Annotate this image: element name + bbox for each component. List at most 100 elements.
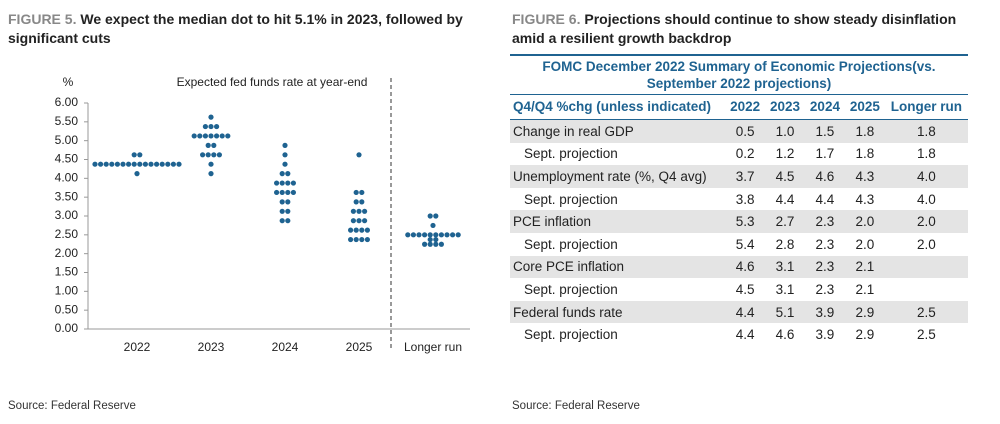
dot bbox=[208, 133, 214, 139]
dot bbox=[191, 133, 197, 139]
y-tick-label: 5.50 bbox=[55, 114, 79, 128]
dot bbox=[282, 161, 288, 167]
dot bbox=[444, 232, 450, 238]
table-cell: 1.2 bbox=[775, 146, 795, 162]
row-label: Federal funds rate bbox=[510, 300, 726, 324]
table-row: Unemployment rate (%, Q4 avg) 3.7 4.5 4.6 4.… bbox=[510, 165, 968, 188]
dot bbox=[359, 236, 365, 243]
table-cell: 4.4 bbox=[735, 327, 755, 343]
dot bbox=[359, 189, 365, 196]
dot bbox=[433, 232, 439, 238]
dot bbox=[131, 161, 137, 167]
dot bbox=[353, 199, 359, 205]
dot bbox=[274, 189, 280, 196]
dot bbox=[208, 161, 214, 167]
dot bbox=[348, 227, 354, 233]
dot bbox=[211, 152, 217, 158]
dot bbox=[348, 236, 354, 243]
dot bbox=[285, 218, 291, 224]
table-cell: 4.0 bbox=[917, 191, 936, 207]
x-tick-label: 2023 bbox=[198, 340, 225, 354]
dot bbox=[165, 161, 171, 167]
dot bbox=[154, 161, 160, 167]
dot bbox=[92, 161, 98, 167]
dot bbox=[438, 241, 444, 247]
dot bbox=[282, 142, 288, 148]
table-cell bbox=[885, 278, 968, 301]
dot bbox=[214, 123, 220, 130]
dot bbox=[356, 218, 362, 224]
table-cell: 3.9 bbox=[815, 327, 835, 343]
column-header: 2025 bbox=[844, 94, 885, 120]
table-cell: 5.1 bbox=[765, 300, 805, 324]
table-cell: 1.8 bbox=[855, 146, 875, 162]
column-header: 2023 bbox=[765, 94, 805, 120]
dot bbox=[455, 232, 461, 238]
dot bbox=[282, 152, 288, 158]
figure-title: FIGURE 5. We expect the median dot to hi… bbox=[8, 10, 493, 48]
table-cell: 4.3 bbox=[855, 191, 875, 207]
dot bbox=[430, 222, 436, 229]
row-label: Sept. projection bbox=[524, 146, 618, 162]
dot bbox=[285, 199, 291, 205]
dot bbox=[427, 232, 433, 238]
column-header: Longer run bbox=[884, 94, 968, 120]
dot bbox=[285, 171, 291, 177]
dot bbox=[427, 236, 433, 243]
dot bbox=[219, 133, 225, 139]
table-cell: 4.6 bbox=[804, 165, 845, 188]
dot bbox=[202, 133, 208, 139]
dot bbox=[350, 218, 356, 224]
dot bbox=[359, 227, 365, 233]
y-tick-label: 2.00 bbox=[55, 246, 79, 260]
dot bbox=[353, 227, 359, 233]
column-header: Q4/Q4 %chg (unless indicated) bbox=[510, 94, 726, 120]
y-tick-label: 2.50 bbox=[55, 227, 79, 241]
column-header: 2024 bbox=[804, 94, 845, 120]
table-row: Sept. projection 4.5 3.1 2.3 2.1 bbox=[510, 278, 968, 301]
y-tick-label: 5.00 bbox=[55, 133, 79, 147]
dot bbox=[422, 241, 428, 247]
dot bbox=[120, 161, 126, 167]
table-cell: 2.0 bbox=[855, 236, 875, 252]
chart-subtitle: Expected fed funds rate at year-end bbox=[177, 75, 368, 89]
dot bbox=[433, 213, 439, 219]
table-cell: 4.4 bbox=[725, 300, 766, 324]
y-tick-label: 6.00 bbox=[55, 95, 79, 109]
figure-heading: Projections should continue to show stea… bbox=[512, 11, 957, 46]
dot bbox=[359, 199, 365, 205]
dot bbox=[126, 161, 132, 167]
y-tick-label: 3.50 bbox=[55, 189, 79, 203]
dot bbox=[279, 171, 285, 177]
table-row: Federal funds rate 4.4 5.1 3.9 2.9 2.5 bbox=[510, 300, 968, 324]
table-cell: 2.0 bbox=[917, 236, 936, 252]
dot bbox=[159, 161, 165, 167]
x-tick-label: Longer run bbox=[404, 340, 462, 354]
table-row: Sept. projection 0.2 1.2 1.7 1.8 1.8 bbox=[510, 143, 968, 166]
row-label: Sept. projection bbox=[524, 281, 618, 297]
table-cell: 3.9 bbox=[804, 300, 845, 324]
dot bbox=[148, 161, 154, 167]
dot bbox=[211, 142, 217, 148]
y-tick-label: 1.00 bbox=[55, 284, 79, 298]
dot bbox=[405, 232, 411, 238]
table-cell: 2.5 bbox=[917, 327, 936, 343]
column-header: 2022 bbox=[725, 94, 766, 120]
table-cell: 1.7 bbox=[815, 146, 835, 162]
table-cell: 3.1 bbox=[765, 255, 805, 279]
table-cell: 4.3 bbox=[844, 165, 885, 188]
figure-heading: We expect the median dot to hit 5.1% in … bbox=[8, 11, 463, 46]
dot bbox=[205, 152, 211, 158]
table-cell: 0.2 bbox=[735, 146, 755, 162]
table-cell: 2.8 bbox=[775, 236, 795, 252]
row-label: Core PCE inflation bbox=[510, 255, 726, 279]
row-label: Change in real GDP bbox=[510, 119, 726, 143]
dot bbox=[170, 161, 176, 167]
projection-table: FOMC December 2022 Summary of Economic P… bbox=[510, 54, 968, 346]
table-cell: 2.3 bbox=[815, 281, 835, 297]
table-cell: 2.9 bbox=[844, 300, 885, 324]
table-cell: 5.3 bbox=[725, 210, 766, 233]
table-row: Sept. projection 5.4 2.8 2.3 2.0 2.0 bbox=[510, 233, 968, 256]
row-label: Sept. projection bbox=[524, 327, 618, 343]
dot bbox=[285, 189, 291, 196]
